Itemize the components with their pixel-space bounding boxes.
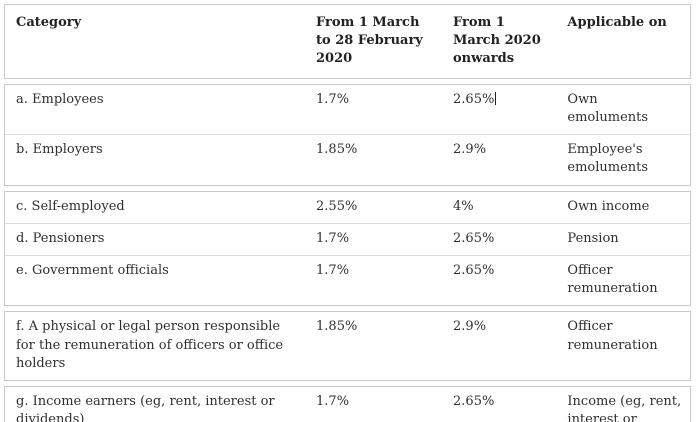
header-cell-category: Category — [16, 15, 82, 30]
cell-rate-new: 2.9% — [453, 142, 487, 158]
cell-applicable: Officer remuneration — [567, 262, 658, 297]
cell-rate-new: 2.9% — [453, 319, 487, 335]
cell-applicable: Pension — [567, 230, 619, 246]
table-row-a: a. Employees 1.7% 2.65% Own emoluments — [5, 85, 690, 134]
cell-rate-old: 1.7% — [316, 262, 350, 278]
cell-applicable: Own income — [567, 198, 650, 214]
cell-rate-new: 2.65% — [453, 393, 495, 409]
cell-rate-old: 1.85% — [316, 142, 358, 158]
cell-applicable: Employee's emoluments — [567, 142, 649, 176]
table-section-ab: a. Employees 1.7% 2.65% Own emoluments b… — [4, 83, 691, 186]
cell-rate-old: 1.85% — [316, 319, 358, 335]
header-cell-applicable-on: Applicable on — [567, 15, 667, 30]
table-row-d: d. Pensioners 1.7% 2.65% Pension — [5, 222, 690, 255]
cell-rate-old: 2.55% — [316, 198, 358, 214]
cell-rate-new: 4% — [453, 198, 474, 214]
header-cell-period-from-2020: From 1 March 2020 onwards — [453, 15, 541, 66]
table-section-f: f. A physical or legal person responsibl… — [4, 311, 691, 381]
table-row-f: f. A physical or legal person responsibl… — [5, 312, 690, 380]
cell-applicable: Income (eg, rent, interest or dividends) — [567, 393, 682, 422]
table-row-c: c. Self-employed 2.55% 4% Own income — [5, 192, 690, 223]
cell-applicable: Own emoluments — [567, 91, 649, 125]
cell-rate-new[interactable]: 2.65% — [442, 85, 556, 134]
cell-rate-new-value: 2.65% — [453, 91, 495, 107]
cell-rate-old: 1.7% — [316, 91, 350, 107]
cell-category: b. Employers — [16, 142, 103, 158]
table-section-g: g. Income earners (eg, rent, interest or… — [4, 385, 691, 422]
table-header-box: Category From 1 March to 28 February 202… — [4, 4, 691, 79]
table-row-g: g. Income earners (eg, rent, interest or… — [5, 387, 690, 422]
cell-rate-old: 1.7% — [316, 393, 350, 409]
cell-rate-new: 2.65% — [453, 230, 495, 246]
table-row-e: e. Government officials 1.7% 2.65% Offic… — [5, 254, 690, 305]
cell-rate-old: 1.7% — [316, 230, 350, 246]
cell-category: f. A physical or legal person responsibl… — [16, 319, 284, 371]
header-cell-period-until-2020: From 1 March to 28 February 2020 — [316, 15, 423, 66]
cell-category: c. Self-employed — [16, 198, 125, 214]
cell-category: g. Income earners (eg, rent, interest or… — [16, 393, 275, 422]
cell-category: d. Pensioners — [16, 230, 105, 246]
cell-rate-new: 2.65% — [453, 262, 495, 278]
table-header-row: Category From 1 March to 28 February 202… — [5, 5, 690, 78]
table-section-cde: c. Self-employed 2.55% 4% Own income d. … — [4, 190, 691, 307]
table-row-b: b. Employers 1.85% 2.9% Employee's emolu… — [5, 134, 690, 184]
cell-category: e. Government officials — [16, 262, 169, 278]
cell-category: a. Employees — [16, 91, 104, 107]
cell-applicable: Officer remuneration — [567, 319, 658, 353]
text-cursor — [495, 91, 497, 105]
